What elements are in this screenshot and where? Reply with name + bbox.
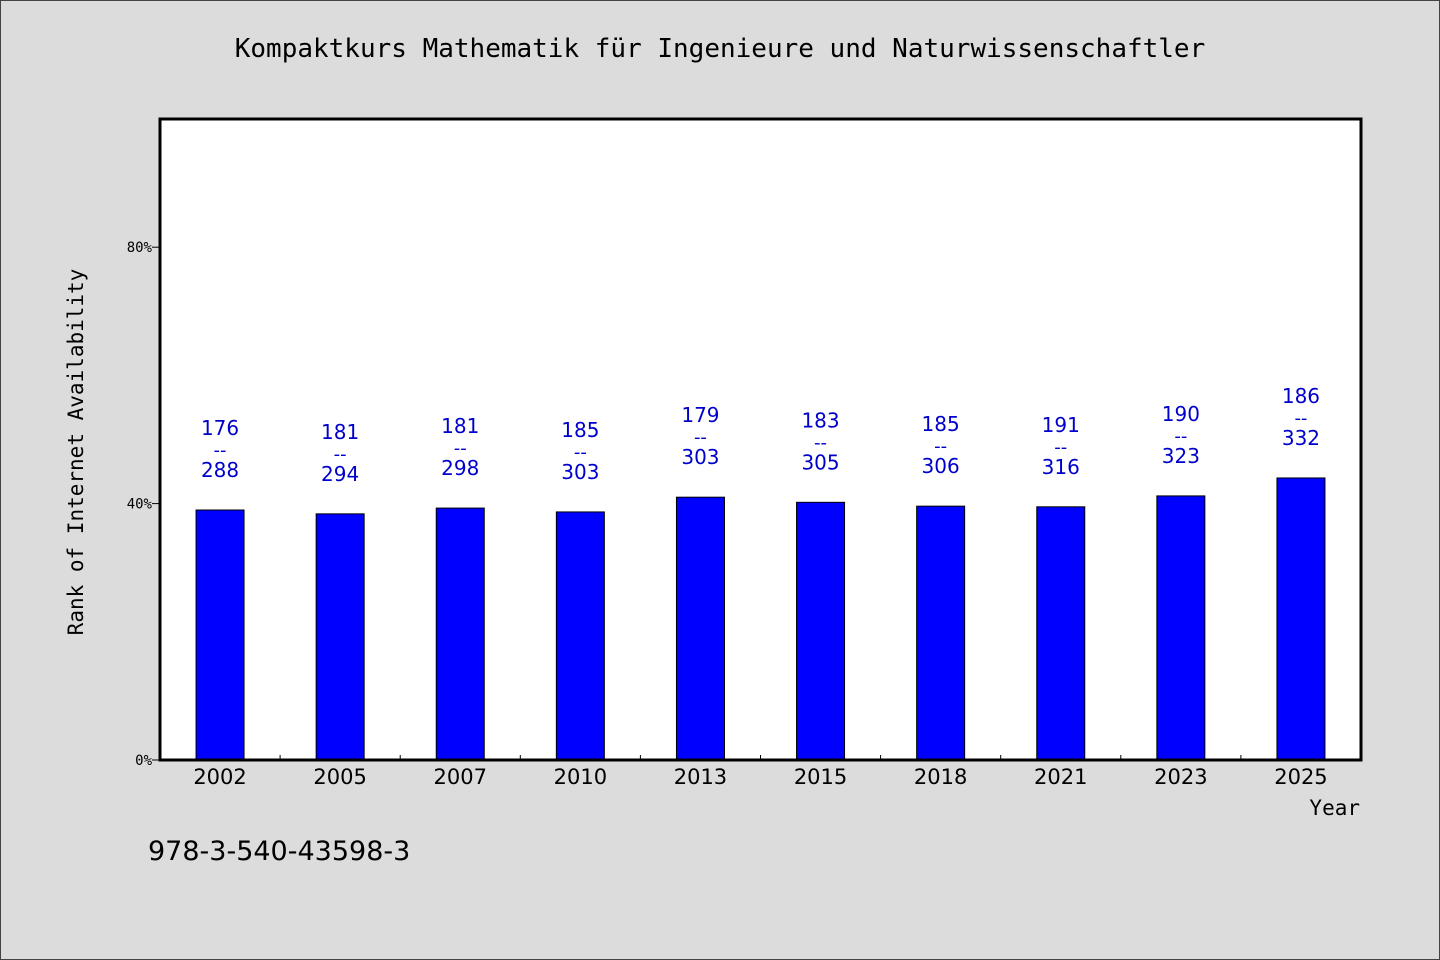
- bar: [315, 513, 365, 761]
- bar: [195, 509, 245, 761]
- y-tick-label: 40%: [127, 497, 153, 513]
- bar: [1036, 506, 1086, 761]
- x-tick-label: 2018: [914, 765, 967, 789]
- data-label: 294: [321, 462, 359, 486]
- x-tick-label: 2005: [313, 765, 366, 789]
- data-label: 298: [441, 456, 479, 480]
- data-label: 176: [201, 416, 239, 440]
- bar: [916, 505, 966, 761]
- y-tick-label: 80%: [127, 240, 153, 256]
- chart-title: Kompaktkurs Mathematik für Ingenieure un…: [234, 34, 1206, 64]
- data-label: --: [454, 438, 467, 459]
- bar: [675, 496, 725, 761]
- data-label: 181: [321, 420, 359, 444]
- x-tick-label: 2010: [554, 765, 607, 789]
- data-label: --: [1054, 437, 1067, 458]
- data-label: --: [934, 436, 947, 457]
- bar: [555, 511, 605, 761]
- bar: [1156, 495, 1206, 761]
- data-label: 323: [1162, 444, 1200, 468]
- data-label: --: [694, 427, 707, 448]
- data-label: --: [214, 440, 227, 461]
- data-label: 303: [681, 445, 719, 469]
- data-label: 190: [1162, 402, 1200, 426]
- x-tick-label: 2023: [1154, 765, 1207, 789]
- data-label: 185: [561, 418, 599, 442]
- data-label: 191: [1042, 413, 1080, 437]
- x-tick-label: 2002: [193, 765, 246, 789]
- axis-layer: 2002 2005 2007 2010 2013 2015 2018 2021 2023 2025…: [127, 240, 1328, 789]
- x-tick-label: 2013: [674, 765, 727, 789]
- x-axis-label: Year: [1309, 796, 1360, 820]
- data-label: --: [1294, 408, 1307, 429]
- data-label: 288: [201, 458, 239, 482]
- data-label: 332: [1282, 426, 1320, 450]
- data-label: 316: [1042, 455, 1080, 479]
- data-label: --: [574, 442, 587, 463]
- x-tick-label: 2021: [1034, 765, 1087, 789]
- data-labels-layer: 176--288181--294181--298185--303179--303…: [201, 384, 1320, 486]
- x-tick-label: 2015: [794, 765, 847, 789]
- bar: [796, 501, 846, 761]
- data-label: 185: [922, 412, 960, 436]
- data-label: 306: [922, 454, 960, 478]
- data-label: 179: [681, 403, 719, 427]
- y-tick-label: 0%: [135, 753, 152, 769]
- data-label: --: [1174, 426, 1187, 447]
- bars-layer: [195, 477, 1326, 761]
- data-label: 303: [561, 460, 599, 484]
- isbn-label: 978-3-540-43598-3: [148, 836, 411, 867]
- data-label: --: [814, 432, 827, 453]
- data-label: 181: [441, 414, 479, 438]
- x-tick-label: 2007: [434, 765, 487, 789]
- bar: [435, 507, 485, 761]
- data-label: 183: [801, 408, 839, 432]
- x-tick-label: 2025: [1274, 765, 1327, 789]
- data-label: 305: [801, 450, 839, 474]
- data-label: 186: [1282, 384, 1320, 408]
- bar: [1276, 477, 1326, 761]
- data-label: --: [334, 444, 347, 465]
